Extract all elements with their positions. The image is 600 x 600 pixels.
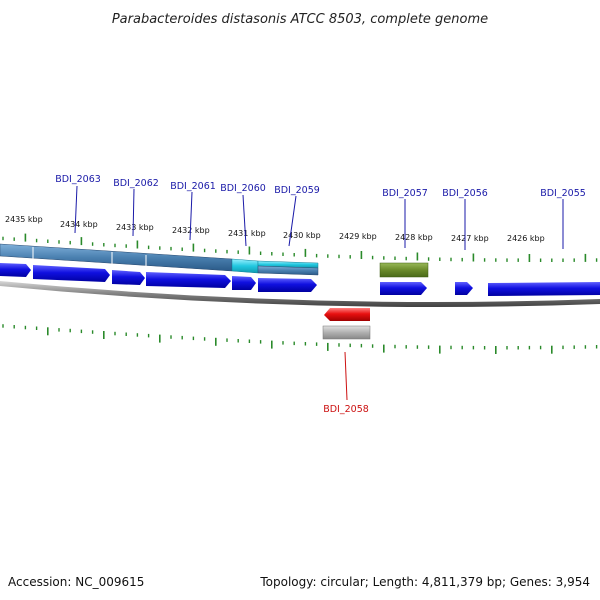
kbp-label: 2429 kbp: [339, 232, 377, 241]
track-feature-cyan[interactable]: [231, 258, 259, 274]
kbp-label: 2430 kbp: [283, 231, 321, 240]
cds-arrow[interactable]: [146, 272, 231, 288]
gene-label[interactable]: BDI_2058: [323, 404, 369, 415]
track-feature-blue[interactable]: [257, 265, 319, 276]
gene-label[interactable]: BDI_2061: [170, 181, 216, 192]
upper-ruler-ticks: [2, 233, 598, 262]
gene-label[interactable]: BDI_2059: [274, 185, 320, 196]
kbp-label: 2431 kbp: [228, 229, 266, 238]
kbp-label: 2427 kbp: [451, 234, 489, 243]
topology-text: Topology: circular; Length: 4,811,379 bp…: [259, 575, 590, 589]
gene-label[interactable]: BDI_2055: [540, 188, 586, 199]
sequence-backbone: [0, 281, 600, 308]
gene-label[interactable]: BDI_2062: [113, 178, 159, 189]
kbp-label: 2435 kbp: [5, 215, 43, 224]
cds-arrow[interactable]: [380, 282, 427, 295]
cds-arrow-reverse[interactable]: [324, 308, 370, 321]
kbp-label: 2433 kbp: [116, 223, 154, 232]
gene-label[interactable]: BDI_2056: [442, 188, 488, 199]
gene-label[interactable]: BDI_2060: [220, 183, 266, 194]
gene-label[interactable]: BDI_2057: [382, 188, 428, 199]
gene-labels: BDI_2063 BDI_2062 BDI_2061 BDI_2060 BDI_…: [55, 174, 586, 415]
cds-arrow[interactable]: [0, 263, 31, 277]
kbp-label: 2426 kbp: [507, 234, 545, 243]
track-feature-gray[interactable]: [322, 325, 371, 340]
cds-arrow[interactable]: [33, 265, 110, 282]
genome-title: Parabacteroides distasonis ATCC 8503, co…: [112, 12, 488, 27]
cds-arrow[interactable]: [488, 282, 600, 296]
upper-feature-track: [0, 243, 429, 278]
cds-arrow[interactable]: [232, 276, 256, 290]
track-feature-olive[interactable]: [379, 262, 429, 278]
cds-arrow[interactable]: [258, 278, 317, 292]
kbp-label: 2434 kbp: [60, 220, 98, 229]
ruler-labels: 2435 kbp 2434 kbp 2433 kbp 2432 kbp 2431…: [5, 215, 545, 243]
reverse-cds-track: [322, 308, 371, 340]
gene-leader-lines: [74, 185, 564, 401]
lower-ruler-ticks: [2, 324, 598, 354]
gene-label[interactable]: BDI_2063: [55, 174, 101, 185]
cds-arrow[interactable]: [455, 282, 473, 295]
forward-cds-track: [0, 263, 600, 296]
kbp-label: 2428 kbp: [395, 233, 433, 242]
cds-arrow[interactable]: [112, 270, 145, 285]
accession-text: Accession: NC_009615: [8, 575, 144, 589]
